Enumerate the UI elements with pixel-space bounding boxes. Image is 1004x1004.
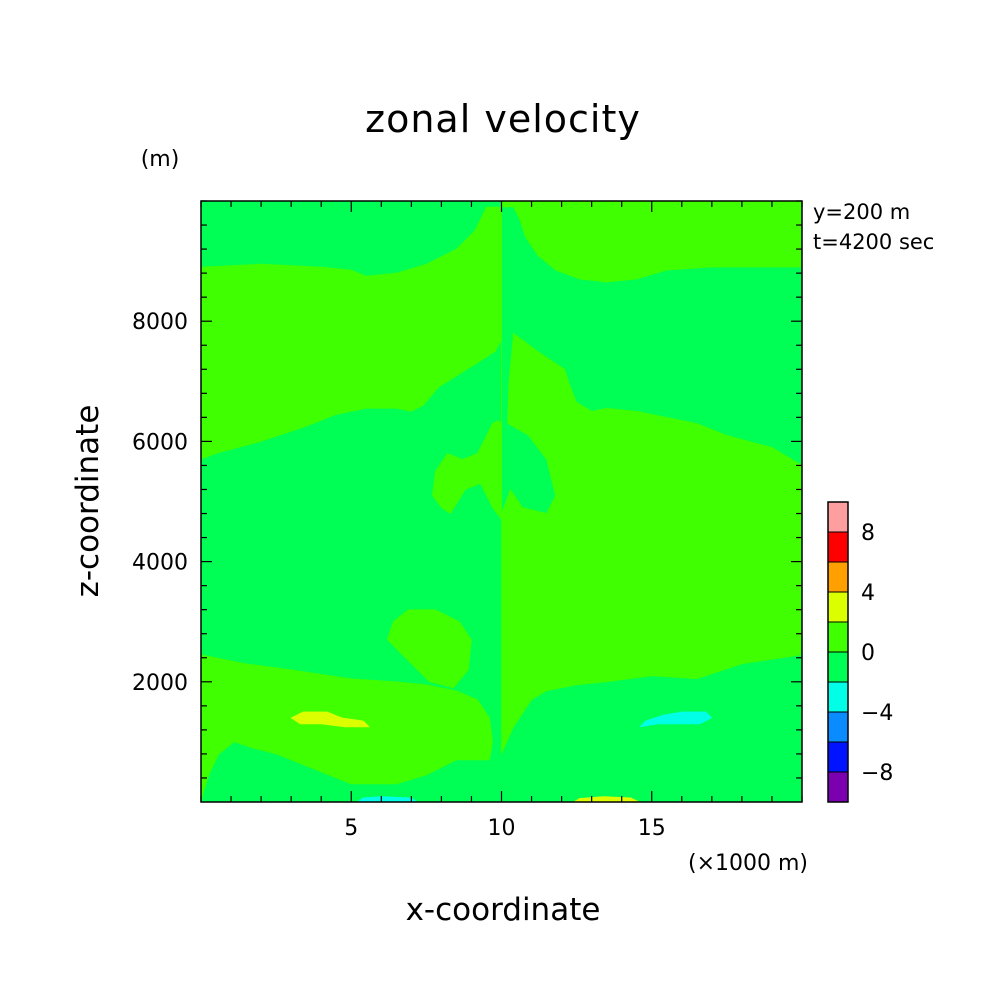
colorbar-tick-label: −4 xyxy=(861,701,893,726)
contour-region-left-midlevel-blob xyxy=(386,609,472,689)
x-unit-label: (×1000 m) xyxy=(688,851,808,876)
colorbar-swatch xyxy=(828,502,848,532)
colorbar-swatch xyxy=(828,592,848,622)
colorbar-swatch xyxy=(828,562,848,592)
x-axis-label: x-coordinate xyxy=(406,892,601,928)
colorbar: −8 −4 0 4 8 xyxy=(827,501,893,803)
x-tick-label: 15 xyxy=(638,816,666,841)
y-tick-label: 2000 xyxy=(132,671,188,696)
annotation-t: t=4200 sec xyxy=(813,230,934,254)
colorbar-tick-label: −8 xyxy=(861,761,893,786)
colorbar-swatch xyxy=(828,532,848,562)
colorbar-frame xyxy=(827,501,849,803)
contour-region-lower-left-yellow-blob xyxy=(290,711,370,728)
chart-title: zonal velocity xyxy=(365,97,641,141)
colorbar-swatch xyxy=(828,682,848,712)
contour-region-bottom-right-yellow-strip xyxy=(573,796,641,802)
colorbar-swatch xyxy=(828,652,848,682)
colorbar-tick-label: 0 xyxy=(861,641,875,666)
contour-region-lower-right-cyan-blob xyxy=(639,711,713,728)
colorbar-tick-label: 4 xyxy=(861,581,875,606)
colorbar-swatch xyxy=(828,712,848,742)
y-unit-label: (m) xyxy=(141,147,180,172)
x-tick-label: 10 xyxy=(488,816,516,841)
y-axis: 2000 4000 6000 8000 xyxy=(132,200,802,779)
contour-region-right-top-band xyxy=(501,201,802,283)
y-axis-label: z-coordinate xyxy=(70,405,106,598)
contour-region-left-top-band xyxy=(201,206,502,520)
contour-region-right-midlevel-blob xyxy=(540,609,608,677)
contour-region-bottom-left-cyan-strip xyxy=(356,796,418,802)
contour-region-left-upper-plume xyxy=(201,654,493,802)
annotation-y: y=200 m xyxy=(813,200,910,224)
y-tick-label: 6000 xyxy=(132,430,188,455)
colorbar-swatch xyxy=(828,742,848,772)
y-tick-label: 8000 xyxy=(132,310,188,335)
y-tick-label: 4000 xyxy=(132,551,188,576)
plot-area xyxy=(200,200,803,803)
colorbar-swatch xyxy=(828,622,848,652)
colorbar-swatch xyxy=(828,772,848,802)
x-tick-label: 5 xyxy=(344,816,358,841)
colorbar-tick-label: 8 xyxy=(861,521,875,546)
x-axis: 5 10 15 xyxy=(200,201,803,841)
